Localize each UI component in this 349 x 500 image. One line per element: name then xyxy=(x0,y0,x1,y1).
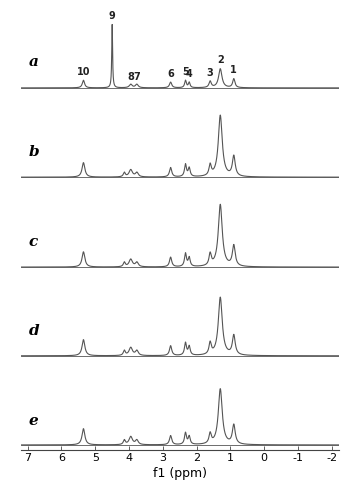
Text: d: d xyxy=(29,324,39,338)
Text: b: b xyxy=(29,145,39,159)
Text: 10: 10 xyxy=(77,67,90,77)
Text: 6: 6 xyxy=(167,68,174,78)
Text: 1: 1 xyxy=(230,65,237,75)
Text: 9: 9 xyxy=(109,12,116,22)
X-axis label: f1 (ppm): f1 (ppm) xyxy=(153,467,207,480)
Text: e: e xyxy=(29,414,39,428)
Text: a: a xyxy=(29,55,39,69)
Text: 4: 4 xyxy=(186,69,193,79)
Text: c: c xyxy=(29,234,38,248)
Text: 7: 7 xyxy=(133,72,140,82)
Text: 2: 2 xyxy=(217,55,224,65)
Text: 5: 5 xyxy=(182,67,189,77)
Text: 3: 3 xyxy=(207,68,214,78)
Text: 8: 8 xyxy=(127,72,134,82)
